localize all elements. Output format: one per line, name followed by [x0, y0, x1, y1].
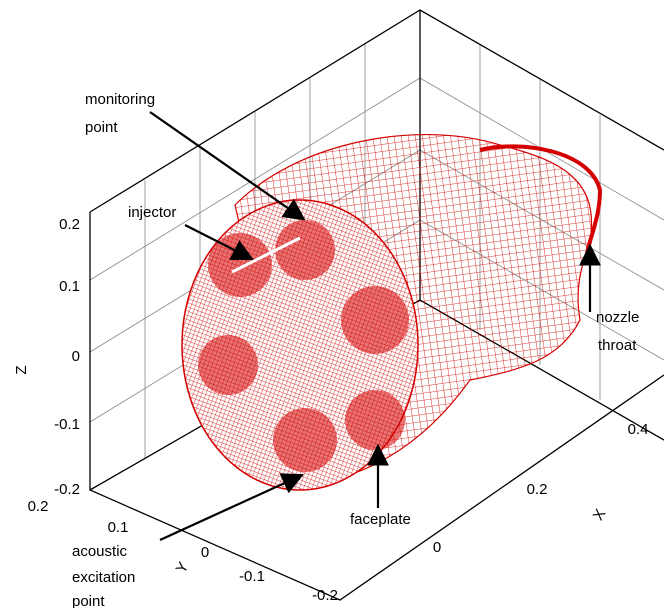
figure: monitoring point injector nozzle throat … [0, 0, 664, 608]
tick-label: -0.2 [312, 587, 338, 604]
axis-label: Y [173, 559, 193, 576]
annotation: point [85, 119, 118, 136]
tick-label: 0 [433, 539, 441, 556]
tick-label: 0.2 [59, 216, 80, 233]
annotation: throat [598, 337, 637, 354]
tick-label: 0.2 [28, 498, 49, 515]
axis-label: Z [13, 365, 30, 374]
axis-label: X [590, 506, 610, 523]
annotation: acoustic [72, 543, 128, 560]
tick-label: 0.2 [527, 481, 548, 498]
tick-label: -0.1 [239, 568, 265, 585]
tick-label: -0.2 [54, 481, 80, 498]
mesh [182, 135, 600, 490]
annotation: point [72, 593, 105, 608]
annotation: nozzle [596, 309, 639, 326]
tick-label: 0 [72, 348, 80, 365]
tick-label: -0.1 [54, 416, 80, 433]
annotation: excitation [72, 569, 135, 586]
tick-label: 0.4 [628, 421, 649, 438]
tick-label: 0 [201, 544, 209, 561]
annotation: injector [128, 204, 176, 221]
tick-label: 0.1 [108, 519, 129, 536]
annotation: faceplate [350, 511, 411, 528]
tick-label: 0.1 [59, 278, 80, 295]
annotation: monitoring [85, 91, 155, 108]
